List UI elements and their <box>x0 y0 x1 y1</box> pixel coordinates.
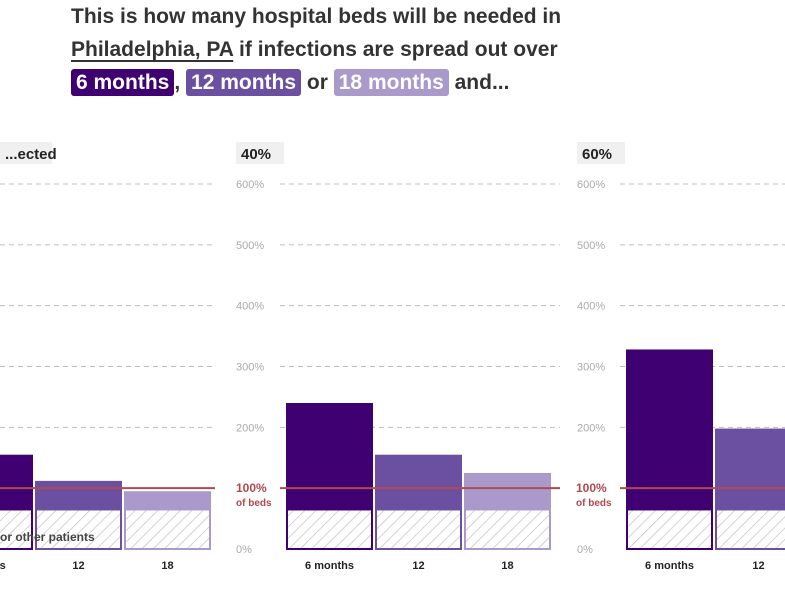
pill-18-months: 18 months <box>333 69 449 96</box>
x-category-label: 18 <box>161 560 173 572</box>
x-category-label: 12 <box>72 560 84 572</box>
comma: , <box>174 71 181 94</box>
capacity-label: 100% <box>576 481 607 495</box>
x-category-label: 12 <box>412 560 424 572</box>
panel-2: 40% 200% 300% 400% 500% 600% 0% 6 months 12 18 100… <box>236 142 560 572</box>
headline-text: This is how many hospital beds will be n… <box>71 5 562 28</box>
bar-other-patients <box>35 508 122 551</box>
bar-12-months <box>375 454 462 510</box>
panel-title: ...ected <box>5 146 57 163</box>
x-category-label: 6 months <box>305 560 354 572</box>
capacity-sublabel: of beds <box>236 498 272 509</box>
x-category-label: 18 <box>501 560 513 572</box>
bar-other-patients <box>715 508 785 551</box>
headline: This is how many hospital beds will be n… <box>71 0 785 99</box>
y-tick-label: 300% <box>236 362 264 374</box>
y-tick-label: 300% <box>577 362 605 374</box>
bar-other-patients <box>626 508 713 551</box>
x-category-label: ...nths <box>0 560 6 572</box>
bar-other-patients <box>124 508 211 551</box>
panel-1: ...ected ...nths 12 18 or other patients <box>0 142 215 572</box>
bar-other-patients <box>0 508 33 551</box>
bar-other-patients <box>464 508 551 551</box>
capacity-label: 100% <box>236 481 267 495</box>
panel-title: 40% <box>241 146 271 163</box>
y-tick-label: 600% <box>577 179 605 191</box>
bar-18-months <box>464 472 551 510</box>
headline-text-2: if infections are spread out over <box>233 38 558 61</box>
bar-12-months <box>715 428 785 510</box>
headline-line-2: Philadelphia, PA if infections are sprea… <box>71 33 785 66</box>
capacity-sublabel: of beds <box>576 498 612 509</box>
y-tick-label: 500% <box>577 240 605 252</box>
x-category-label: 6 months <box>645 560 694 572</box>
bar-6-months <box>0 454 33 510</box>
bar-6-months <box>626 349 713 510</box>
y-tick-label: 0% <box>236 544 252 556</box>
x-category-label: 12 <box>752 560 764 572</box>
bar-other-patients <box>286 508 373 551</box>
panel-title-bg <box>236 142 284 164</box>
bar-18-months <box>124 491 211 510</box>
headline-line-3: 6 months, 12 months or 18 months and... <box>71 66 785 99</box>
panel-title-bg <box>577 142 625 164</box>
y-tick-label: 600% <box>236 179 264 191</box>
y-tick-label: 200% <box>577 422 605 434</box>
other-patients-note: or other patients <box>0 530 95 544</box>
and-text: and... <box>454 71 510 94</box>
y-tick-label: 500% <box>236 240 264 252</box>
y-tick-label: 0% <box>577 544 593 556</box>
bar-6-months <box>286 403 373 510</box>
or-text: or <box>306 71 328 94</box>
pill-12-months: 12 months <box>186 69 302 96</box>
panel-title-bg <box>0 142 52 164</box>
panel-3: 60% 200% 300% 400% 500% 600% 0% 6 months 12 100% o… <box>576 142 785 572</box>
y-tick-label: 200% <box>236 422 264 434</box>
y-tick-label: 400% <box>236 301 264 313</box>
pill-6-months: 6 months <box>71 69 175 96</box>
bar-12-months <box>35 480 122 510</box>
headline-line-1: This is how many hospital beds will be n… <box>71 0 785 33</box>
panel-title: 60% <box>582 146 612 163</box>
bar-other-patients <box>375 508 462 551</box>
y-tick-label: 400% <box>577 301 605 313</box>
city-link[interactable]: Philadelphia, PA <box>71 38 234 61</box>
